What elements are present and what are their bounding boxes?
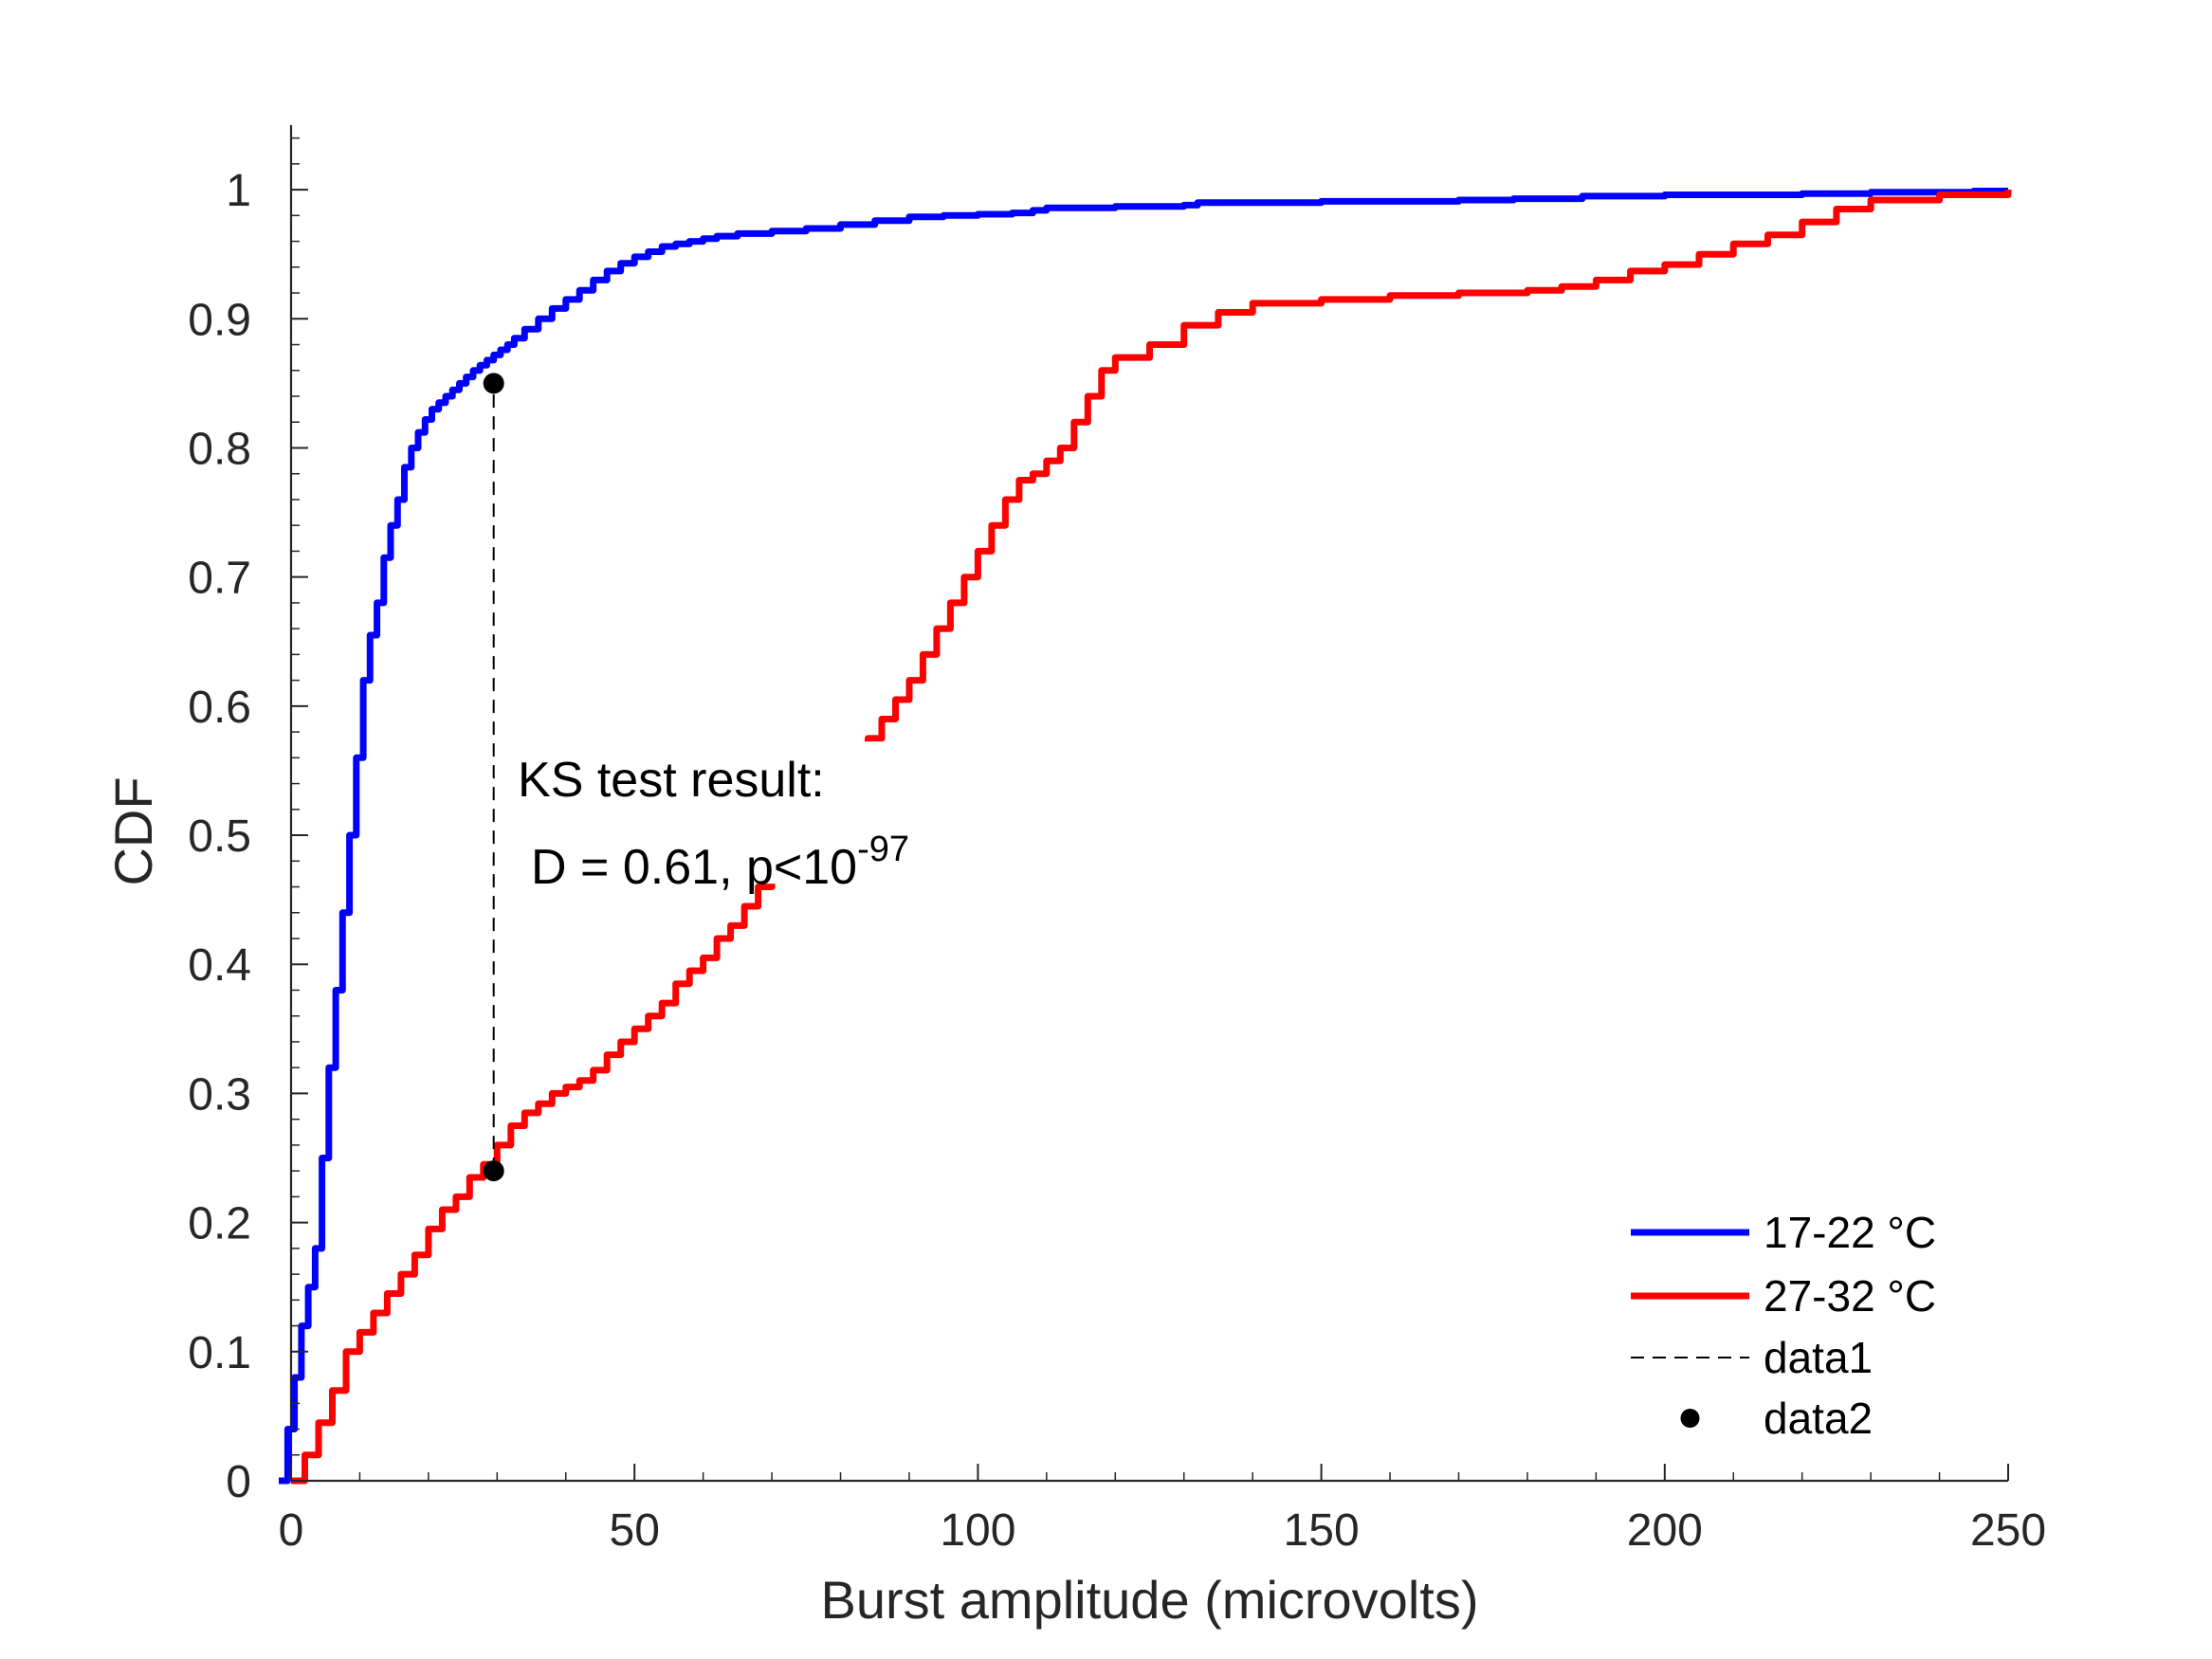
y-tick-label: 1 xyxy=(226,166,251,216)
ks-marker-point xyxy=(483,1160,504,1182)
annotation-layer: KS test result: D = 0.61, p<10-97 xyxy=(512,741,996,895)
legend-marker-data2 xyxy=(1680,1409,1700,1428)
ks-annotation-line2: D = 0.61, p<10-97 xyxy=(531,830,909,895)
y-tick-label: 0.9 xyxy=(188,295,251,345)
legend-label-1: 17-22 °C xyxy=(1764,1208,1936,1257)
legend-label-4: data2 xyxy=(1764,1394,1873,1443)
ks-annotation-stat: D = 0.61, p<10 xyxy=(531,840,857,895)
x-tick-label: 50 xyxy=(610,1505,660,1556)
x-tick-label: 150 xyxy=(1284,1505,1360,1556)
ks-annotation-exponent: -97 xyxy=(857,830,909,869)
series-line-1 xyxy=(279,188,2012,1485)
y-axis-label: CDF xyxy=(103,776,163,885)
ks-marker-point xyxy=(483,373,504,394)
x-tick-label: 100 xyxy=(940,1505,1015,1556)
y-tick-label: 0.6 xyxy=(188,683,251,733)
ks-annotation-line1: KS test result: xyxy=(518,753,825,808)
y-tick-label: 0.3 xyxy=(188,1069,251,1120)
axes-box xyxy=(289,125,2008,1483)
y-tick-label: 0.2 xyxy=(188,1199,251,1249)
x-tick-label: 200 xyxy=(1627,1505,1703,1556)
x-tick-label: 250 xyxy=(1970,1505,2046,1556)
legend-label-3: data1 xyxy=(1764,1333,1873,1382)
y-tick-label: 0.1 xyxy=(188,1328,251,1378)
y-tick-label: 0 xyxy=(226,1457,251,1507)
x-axis-label: Burst amplitude (microvolts) xyxy=(821,1570,1479,1630)
y-tick-label: 0.5 xyxy=(188,811,251,862)
y-tick-label: 0.4 xyxy=(188,940,251,991)
y-tick-label: 0.8 xyxy=(188,424,251,474)
legend: 17-22 °C 27-32 °C data1 data2 xyxy=(1631,1208,1936,1443)
annotation-background xyxy=(512,741,996,884)
x-tick-label: 0 xyxy=(279,1505,304,1556)
y-tick-label: 0.7 xyxy=(188,554,251,604)
ticks-layer: 0 50 100 150 200 250 0 0.1 0.2 0.3 0.4 0.5 0.6 0.7 0.8… xyxy=(188,137,2046,1556)
legend-label-2: 27-32 °C xyxy=(1764,1271,1936,1321)
